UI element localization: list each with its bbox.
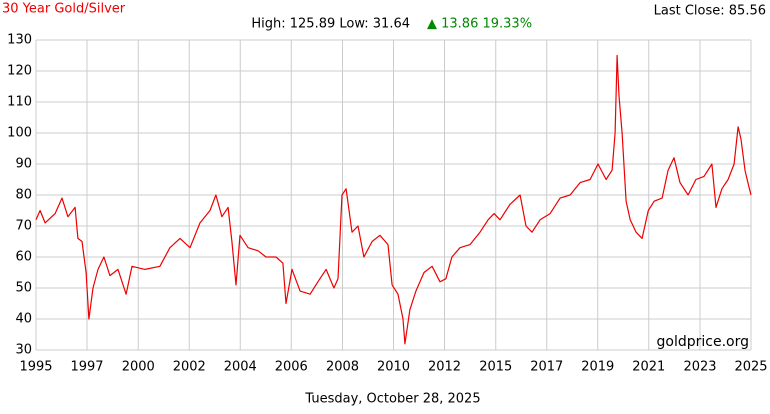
x-tick-label: 2015 xyxy=(479,360,512,375)
y-tick-label: 110 xyxy=(7,95,32,110)
change: ▲ 13.86 19.33% xyxy=(427,17,532,32)
y-tick-label: 90 xyxy=(15,157,32,172)
x-tick-label: 2019 xyxy=(581,360,614,375)
x-tick-label: 1997 xyxy=(70,360,103,375)
x-tick-label: 1995 xyxy=(19,360,52,375)
last-close: Last Close: 85.56 xyxy=(654,4,766,19)
x-tick-label: 2021 xyxy=(632,360,665,375)
x-tick-label: 2012 xyxy=(428,360,461,375)
x-tick-label: 2017 xyxy=(530,360,563,375)
x-tick-label: 2000 xyxy=(122,360,155,375)
y-tick-label: 30 xyxy=(15,343,32,358)
y-tick-label: 40 xyxy=(15,312,32,327)
x-tick-label: 2010 xyxy=(377,360,410,375)
data-line xyxy=(35,54,752,345)
x-tick-label: 2006 xyxy=(275,360,308,375)
y-tick-label: 60 xyxy=(15,250,32,265)
x-tick-label: 2025 xyxy=(734,360,767,375)
x-tick-label: 2004 xyxy=(224,360,257,375)
y-tick-label: 100 xyxy=(7,126,32,141)
y-tick-label: 80 xyxy=(15,188,32,203)
x-tick-label: 2008 xyxy=(326,360,359,375)
watermark: goldprice.org xyxy=(657,334,749,350)
y-tick-label: 70 xyxy=(15,219,32,234)
chart-title: 30 Year Gold/Silver xyxy=(2,2,126,17)
date: Tuesday, October 28, 2025 xyxy=(304,392,480,407)
y-tick-label: 130 xyxy=(7,33,32,48)
x-tick-label: 2023 xyxy=(683,360,716,375)
y-tick-label: 50 xyxy=(15,281,32,296)
stats: High: 125.89 Low: 31.64 xyxy=(251,17,410,32)
y-tick-label: 120 xyxy=(7,64,32,79)
x-tick-label: 2002 xyxy=(173,360,206,375)
